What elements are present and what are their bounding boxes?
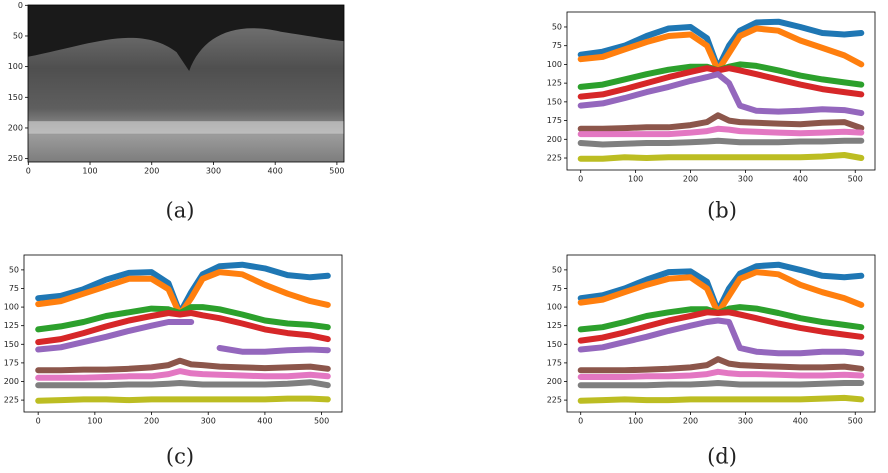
layer-line — [577, 368, 865, 380]
x-tick-label: 200 — [144, 167, 159, 176]
axes-frame — [566, 254, 876, 413]
x-tick-label: 500 — [329, 167, 344, 176]
y-tick-label: 100 — [8, 62, 23, 71]
layer-line — [577, 25, 865, 74]
layer-line — [35, 304, 331, 333]
x-tick-label: 400 — [268, 167, 283, 176]
layer-line — [35, 395, 331, 404]
axes-frame — [566, 11, 876, 171]
y-tick-label: 225 — [547, 396, 562, 405]
y-tick-label: 150 — [547, 340, 562, 349]
x-tick-label: 0 — [26, 167, 31, 176]
x-tick-label: 0 — [578, 417, 583, 426]
layer-line — [35, 357, 331, 374]
layer-line — [35, 368, 331, 381]
layer-line — [577, 317, 865, 357]
axes-frame — [27, 4, 345, 163]
layer-line — [577, 125, 865, 138]
layer-line — [35, 319, 331, 355]
layer-line — [577, 309, 865, 344]
layer-line — [577, 394, 865, 404]
y-tick-label: 100 — [547, 303, 562, 312]
y-tick-label: 50 — [9, 265, 19, 274]
layer-line — [35, 310, 331, 346]
y-tick-label: 200 — [547, 135, 562, 144]
panel: 0 100 200 300 400 500 0 50 100 150 200 250 (a) — [8, 1, 345, 223]
y-tick-label: 0 — [18, 1, 23, 10]
x-tick-label: 0 — [578, 175, 583, 184]
y-tick-label: 200 — [4, 377, 19, 386]
y-tick-label: 200 — [547, 377, 562, 386]
x-tick-label: 100 — [87, 417, 102, 426]
layer-line — [577, 380, 865, 389]
y-tick-label: 175 — [547, 358, 562, 367]
x-tick-label: 200 — [683, 417, 698, 426]
layer-line — [577, 65, 865, 100]
panel-label: (d) — [707, 445, 737, 469]
x-tick-label: 200 — [683, 175, 698, 184]
layer-line — [577, 71, 865, 117]
layer-line — [577, 356, 865, 374]
x-tick-label: 500 — [848, 175, 863, 184]
x-tick-label: 400 — [793, 175, 808, 184]
panel-label: (b) — [707, 199, 737, 223]
y-tick-label: 75 — [552, 41, 562, 50]
x-tick-label: 300 — [738, 417, 753, 426]
layer-line — [577, 269, 865, 316]
x-tick-label: 500 — [314, 417, 329, 426]
x-tick-label: 100 — [628, 417, 643, 426]
x-tick-label: 500 — [848, 417, 863, 426]
y-tick-label: 150 — [4, 340, 19, 349]
y-tick-label: 200 — [8, 123, 23, 132]
oct-rpe-band — [28, 121, 344, 134]
y-tick-label: 150 — [8, 93, 23, 102]
x-tick-label: 400 — [257, 417, 272, 426]
panel: 0 100 200 300 400 500 50 75 100 125 150 175 200 225 (d… — [547, 254, 876, 469]
y-tick-label: 175 — [547, 116, 562, 125]
y-tick-label: 50 — [552, 22, 562, 31]
layer-line — [35, 379, 331, 389]
y-tick-label: 175 — [4, 358, 19, 367]
layer-line — [577, 152, 865, 162]
y-tick-label: 50 — [552, 265, 562, 274]
x-tick-label: 400 — [793, 417, 808, 426]
y-tick-label: 75 — [552, 284, 562, 293]
panel: 0 100 200 300 400 500 50 75 100 125 150 175 200 225 (c… — [4, 254, 343, 469]
x-tick-label: 100 — [628, 175, 643, 184]
y-tick-label: 100 — [547, 60, 562, 69]
x-tick-label: 200 — [144, 417, 159, 426]
x-tick-label: 300 — [738, 175, 753, 184]
y-tick-label: 125 — [547, 79, 562, 88]
y-tick-label: 225 — [547, 154, 562, 163]
y-tick-label: 250 — [8, 154, 23, 163]
y-tick-label: 75 — [9, 284, 19, 293]
y-tick-label: 50 — [13, 31, 23, 40]
layer-line — [35, 269, 331, 318]
y-tick-label: 150 — [547, 97, 562, 106]
x-tick-label: 300 — [206, 167, 221, 176]
x-tick-label: 100 — [82, 167, 97, 176]
y-tick-label: 125 — [4, 321, 19, 330]
panel-label: (a) — [166, 199, 195, 223]
layer-line — [577, 137, 865, 148]
panel: 0 100 200 300 400 500 50 75 100 125 150 175 200 225 (b… — [547, 11, 876, 223]
panel-label: (c) — [166, 445, 194, 469]
y-tick-label: 125 — [547, 321, 562, 330]
y-tick-label: 100 — [4, 303, 19, 312]
x-tick-label: 0 — [36, 417, 41, 426]
layer-line — [577, 112, 865, 132]
x-tick-label: 300 — [201, 417, 216, 426]
axes-frame — [23, 254, 343, 413]
y-tick-label: 225 — [4, 396, 19, 405]
